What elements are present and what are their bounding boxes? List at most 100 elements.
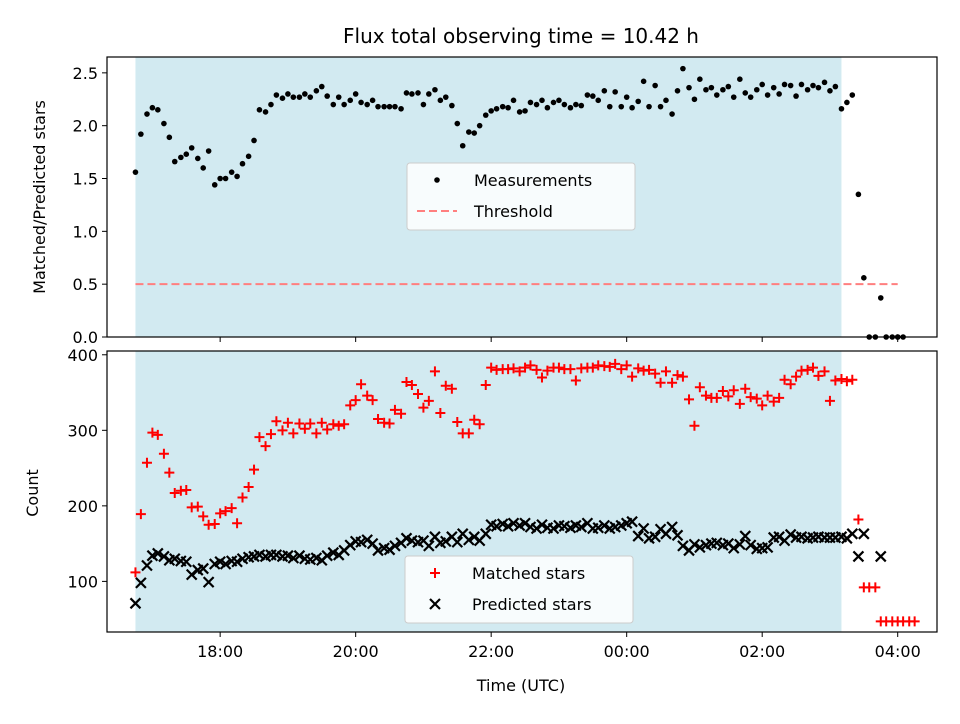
measurement-point (426, 91, 432, 97)
x-tick-label: 00:00 (604, 642, 650, 661)
matched-star-point (158, 448, 169, 459)
matched-star-point (181, 484, 192, 495)
matched-star-point (249, 464, 260, 475)
measurement-point (764, 92, 771, 98)
measurement-point (606, 103, 613, 110)
predicted-star-point (530, 522, 543, 535)
measurement-point (635, 98, 641, 105)
count-panel: 100 200 300 400 18:00 20:00 22:00 00:00 02:00 04:… (67, 346, 938, 661)
matched-star-point (265, 429, 276, 440)
predicted-star-point (507, 517, 520, 530)
measurement-point (409, 91, 415, 97)
matched-star-point (299, 423, 310, 434)
measurement-point (793, 93, 799, 99)
measurement-point (161, 120, 167, 127)
measurement-point (669, 111, 675, 117)
matched-star-point (429, 366, 440, 377)
measurement-point (861, 275, 867, 281)
measurement-point (747, 94, 754, 100)
legend-label: Measurements (474, 171, 592, 190)
bottom-y-tick-label: 400 (67, 346, 98, 365)
predicted-star-point (734, 538, 746, 551)
matched-star-point (762, 390, 773, 401)
measurement-point (132, 169, 139, 175)
matched-star-point (192, 501, 203, 512)
matched-star-point (909, 616, 920, 627)
predicted-star-point (135, 577, 147, 589)
matched-star-point (785, 379, 796, 390)
top-legend-box (406, 162, 636, 231)
bottom-y-tick-label: 100 (67, 572, 98, 591)
measurement-point (776, 91, 782, 97)
predicted-star-point (739, 530, 752, 542)
bottom-y-axis-label: Count (23, 469, 42, 517)
predicted-star-point (321, 549, 333, 562)
predicted-star-point (202, 576, 215, 588)
measurement-point (285, 91, 291, 97)
measurement-point (369, 97, 376, 104)
measurement-point (844, 99, 850, 106)
measurement-point (166, 134, 173, 141)
matched-star-point (819, 366, 830, 377)
measurement-point (471, 130, 478, 136)
measurement-point (595, 97, 602, 104)
predicted-star-point (231, 555, 243, 568)
measurement-point (584, 92, 591, 98)
matched-star-point (830, 375, 841, 386)
matched-star-point (412, 389, 423, 400)
matched-star-point (694, 382, 705, 393)
measurement-point (612, 89, 618, 95)
matched-star-point (288, 428, 299, 439)
measurement-point (522, 108, 528, 114)
measurement-point (144, 111, 150, 117)
predicted-star-point (383, 543, 396, 556)
predicted-star-point (637, 522, 650, 535)
matched-star-point (152, 429, 163, 440)
top-y-tick-label: 2.0 (73, 117, 98, 136)
predicted-star-point (439, 535, 452, 548)
measurement-point (222, 175, 229, 182)
predicted-star-point (519, 517, 531, 530)
measurement-point (742, 90, 749, 96)
predicted-star-point (671, 529, 684, 542)
measurement-point (652, 82, 658, 89)
matched-star-point (322, 424, 333, 435)
measurement-point (302, 91, 308, 97)
bottom-axes-frame (106, 350, 938, 633)
predicted-star-point (185, 568, 198, 581)
predicted-star-point (344, 539, 357, 551)
predicted-star-point (180, 555, 193, 568)
matched-star-point (226, 503, 237, 514)
measurement-point (770, 84, 777, 91)
measurement-point (476, 122, 483, 129)
legend-key-predicted (429, 598, 441, 610)
measurement-point (313, 88, 320, 94)
measurement-point (877, 295, 884, 301)
predicted-star-point (592, 521, 605, 534)
bottom-y-tick-label: 200 (67, 497, 98, 516)
measurement-point (499, 103, 506, 110)
matched-star-point (734, 398, 745, 409)
matched-star-point (627, 371, 638, 382)
measurement-point (708, 84, 715, 91)
predicted-star-point (361, 534, 373, 546)
legend-label: Predicted stars (472, 595, 592, 614)
measurement-point (307, 94, 314, 100)
matched-star-point (542, 365, 553, 376)
predicted-star-point (129, 597, 142, 610)
measurement-point (239, 160, 246, 167)
x-tick-label: 18:00 (197, 642, 243, 661)
measurement-point (516, 109, 523, 115)
predicted-star-point (197, 562, 209, 575)
measurement-point (618, 103, 625, 110)
bottom-legend-box (404, 555, 634, 624)
x-tick-label: 04:00 (875, 642, 921, 661)
matched-star-point (333, 420, 344, 431)
measurement-point (155, 107, 161, 113)
predicted-star-point (372, 544, 384, 557)
measurement-point (352, 91, 359, 97)
measurement-point (781, 81, 788, 88)
matched-star-point (587, 362, 598, 373)
legend-key-measurements (434, 177, 440, 183)
